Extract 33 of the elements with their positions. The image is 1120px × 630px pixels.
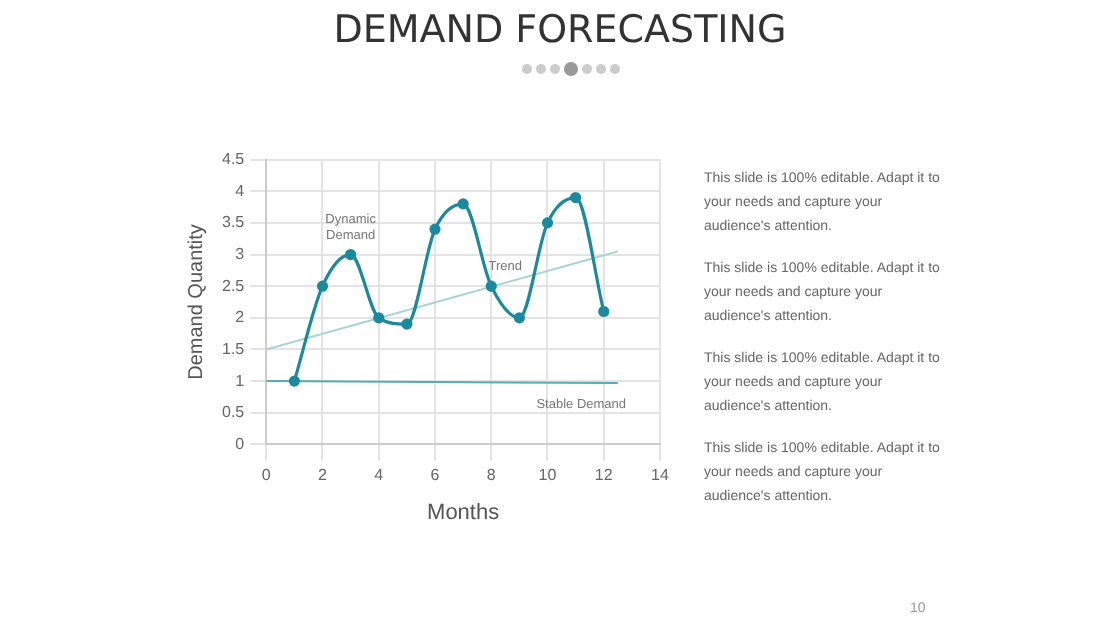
x-tick-label: 12 [594, 466, 614, 485]
y-tick-label: 0.5 [221, 403, 246, 422]
point [541, 217, 554, 229]
y-tick-label: 2.5 [221, 276, 246, 295]
x-tick-label: 6 [430, 466, 441, 485]
x-tick-label: 2 [318, 466, 329, 485]
x-tick-label: 8 [486, 466, 497, 485]
point [513, 312, 525, 324]
point [401, 318, 413, 330]
point [485, 280, 497, 292]
point [429, 223, 441, 235]
y-tick-label: 1.5 [221, 339, 246, 358]
y-tick-label: 2 [235, 308, 246, 327]
y-tick-label: 3 [235, 244, 246, 263]
x-tick-label: 4 [374, 466, 385, 485]
point [345, 248, 357, 261]
point [570, 191, 582, 204]
x-tick-label: 10 [538, 466, 558, 485]
point [457, 198, 469, 210]
chart-title: DEMAND FORECASTING [331, 8, 789, 52]
y-tick-label: 3.5 [221, 213, 246, 232]
x-tick-label: 0 [261, 466, 272, 485]
y-axis-title: Demand Quantity [185, 224, 208, 380]
x-axis-title: Months [427, 500, 501, 525]
x-tick-label: 14 [651, 466, 670, 485]
point [288, 375, 300, 387]
y-tick-label: 4 [235, 181, 246, 200]
y-tick-label: 0 [235, 434, 246, 453]
y-tick-label: 1 [235, 371, 246, 390]
point [316, 280, 329, 292]
y-tick-label: 4.5 [221, 150, 246, 169]
point [598, 305, 610, 318]
point [373, 312, 385, 324]
